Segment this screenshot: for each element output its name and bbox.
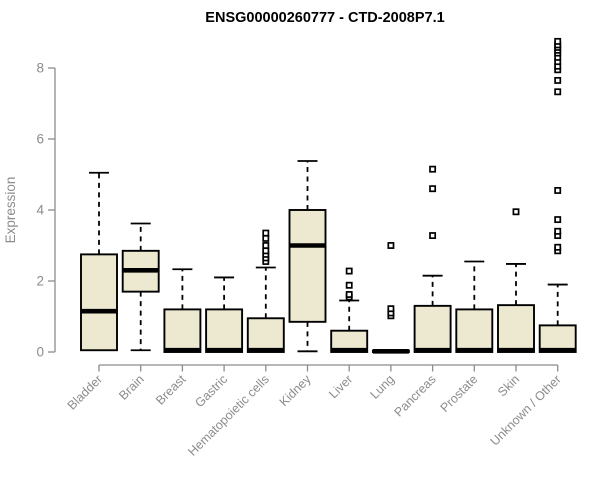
outlier-point — [554, 76, 562, 84]
outlier-point — [554, 37, 562, 45]
outlier-point — [262, 242, 270, 249]
y-tick-label: 6 — [36, 132, 44, 147]
x-tick-label: Bladder — [65, 372, 105, 412]
box-bladder — [80, 171, 118, 352]
box-lung — [371, 242, 410, 354]
y-axis: 0 2 4 6 8 — [36, 61, 56, 360]
iqr-box — [288, 209, 327, 323]
x-tick-label: Breast — [153, 372, 189, 408]
x-tick-label: Gastric — [192, 372, 230, 410]
outlier-point — [429, 232, 437, 240]
box-gastric — [205, 276, 244, 353]
iqr-box — [205, 308, 244, 353]
outlier-point — [554, 216, 562, 224]
box-skin — [497, 208, 535, 353]
x-tick-label: Liver — [326, 372, 355, 401]
iqr-box — [497, 304, 535, 353]
outlier-point — [345, 291, 353, 298]
box-breast — [163, 268, 202, 353]
outlier-point — [345, 267, 353, 275]
outlier-point — [262, 234, 270, 242]
box-liver — [330, 267, 369, 353]
box-pancreas — [413, 165, 452, 353]
chart-title: ENSG00000260777 - CTD-2008P7.1 — [205, 10, 444, 26]
x-tick-label: Skin — [495, 372, 522, 399]
box-hematopoietic-cells — [246, 229, 285, 353]
x-tick-label: Prostate — [438, 372, 481, 415]
y-axis-label: Expression — [3, 177, 18, 244]
y-tick-label: 8 — [36, 61, 44, 76]
outlier-point — [554, 243, 562, 251]
y-tick-label: 0 — [36, 345, 44, 360]
box-brain — [121, 222, 160, 352]
box-prostate — [455, 260, 494, 353]
outlier-point — [512, 208, 520, 216]
box-unknown-other — [538, 37, 577, 353]
outlier-point — [554, 227, 562, 235]
outlier-point — [262, 247, 270, 255]
x-tick-label: Brain — [116, 372, 147, 403]
iqr-box — [80, 253, 118, 352]
x-tick-label: Unknown / Other — [488, 372, 564, 448]
iqr-box — [413, 304, 452, 353]
outlier-point — [387, 305, 395, 313]
y-tick-label: 4 — [36, 203, 44, 218]
x-tick-label: Lung — [367, 372, 397, 402]
plot-area: 0 2 4 6 8 Bladder Brain Breast GastricHematopoie… — [36, 37, 577, 459]
y-tick-label: 2 — [36, 274, 44, 289]
outlier-point — [429, 185, 437, 193]
x-tick-label: Pancreas — [391, 372, 438, 419]
box-kidney — [288, 160, 327, 353]
outlier-point — [262, 229, 270, 237]
outlier-point — [554, 187, 562, 194]
x-tick-label: Hematopoietic cells — [185, 372, 272, 459]
x-tick-label: Kidney — [277, 372, 314, 409]
outlier-point — [345, 281, 353, 289]
iqr-box — [246, 317, 285, 353]
iqr-box — [455, 308, 494, 353]
iqr-box — [163, 308, 202, 353]
outlier-point — [554, 88, 562, 96]
outlier-point — [429, 165, 437, 173]
outlier-point — [387, 242, 395, 249]
